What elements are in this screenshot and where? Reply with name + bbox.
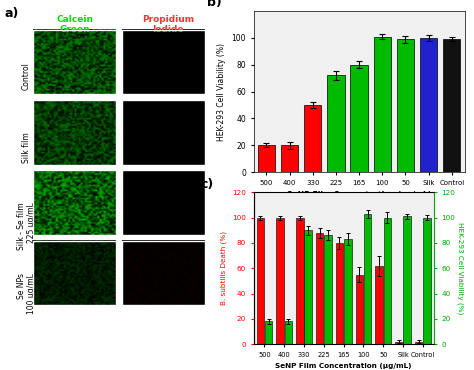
Bar (420, 38, 438, 172)
Text: Se NPs
100 µg/mL: Se NPs 100 µg/mL (17, 273, 36, 314)
Y-axis label: HEK-293 Cell Viability (%): HEK-293 Cell Viability (%) (457, 222, 464, 314)
Bar (304, 105, 321, 172)
Bar (258, 145, 275, 172)
Bar (281, 145, 298, 172)
Bar (383, 218, 391, 344)
Bar (324, 235, 332, 344)
Bar (415, 342, 422, 344)
Bar (350, 65, 368, 172)
Text: Control: Control (22, 62, 31, 90)
Bar (276, 218, 284, 344)
Text: Silk film: Silk film (22, 132, 31, 163)
Bar (443, 39, 460, 172)
Y-axis label: B. subtilis Death (%): B. subtilis Death (%) (220, 231, 227, 305)
Bar (296, 218, 304, 344)
Text: Calcein
Green: Calcein Green (56, 15, 93, 34)
Bar (403, 216, 411, 344)
Bar (395, 342, 402, 344)
Bar (327, 75, 345, 172)
X-axis label: SeNP Film Concentration (µg/mL): SeNP Film Concentration (µg/mL) (275, 363, 412, 369)
Bar (336, 243, 343, 344)
Text: a): a) (5, 7, 19, 20)
Bar (397, 39, 414, 172)
Bar (356, 275, 363, 344)
Bar (265, 321, 273, 344)
X-axis label: SeNP Film Concentration (µg/mL): SeNP Film Concentration (µg/mL) (287, 191, 431, 200)
Bar (375, 266, 383, 344)
Bar (316, 233, 323, 344)
Bar (374, 37, 391, 172)
Text: c): c) (201, 178, 214, 191)
Text: Propidium
Iodide: Propidium Iodide (142, 15, 194, 34)
Bar (256, 218, 264, 344)
Text: b): b) (207, 0, 222, 10)
Bar (423, 218, 431, 344)
Text: Silk - Se film
225 µg/mL: Silk - Se film 225 µg/mL (17, 202, 36, 250)
Bar (364, 214, 371, 344)
Bar (344, 239, 352, 344)
Bar (304, 230, 312, 344)
Y-axis label: HEK-293 Cell Viability (%): HEK-293 Cell Viability (%) (217, 43, 226, 141)
Bar (285, 321, 292, 344)
